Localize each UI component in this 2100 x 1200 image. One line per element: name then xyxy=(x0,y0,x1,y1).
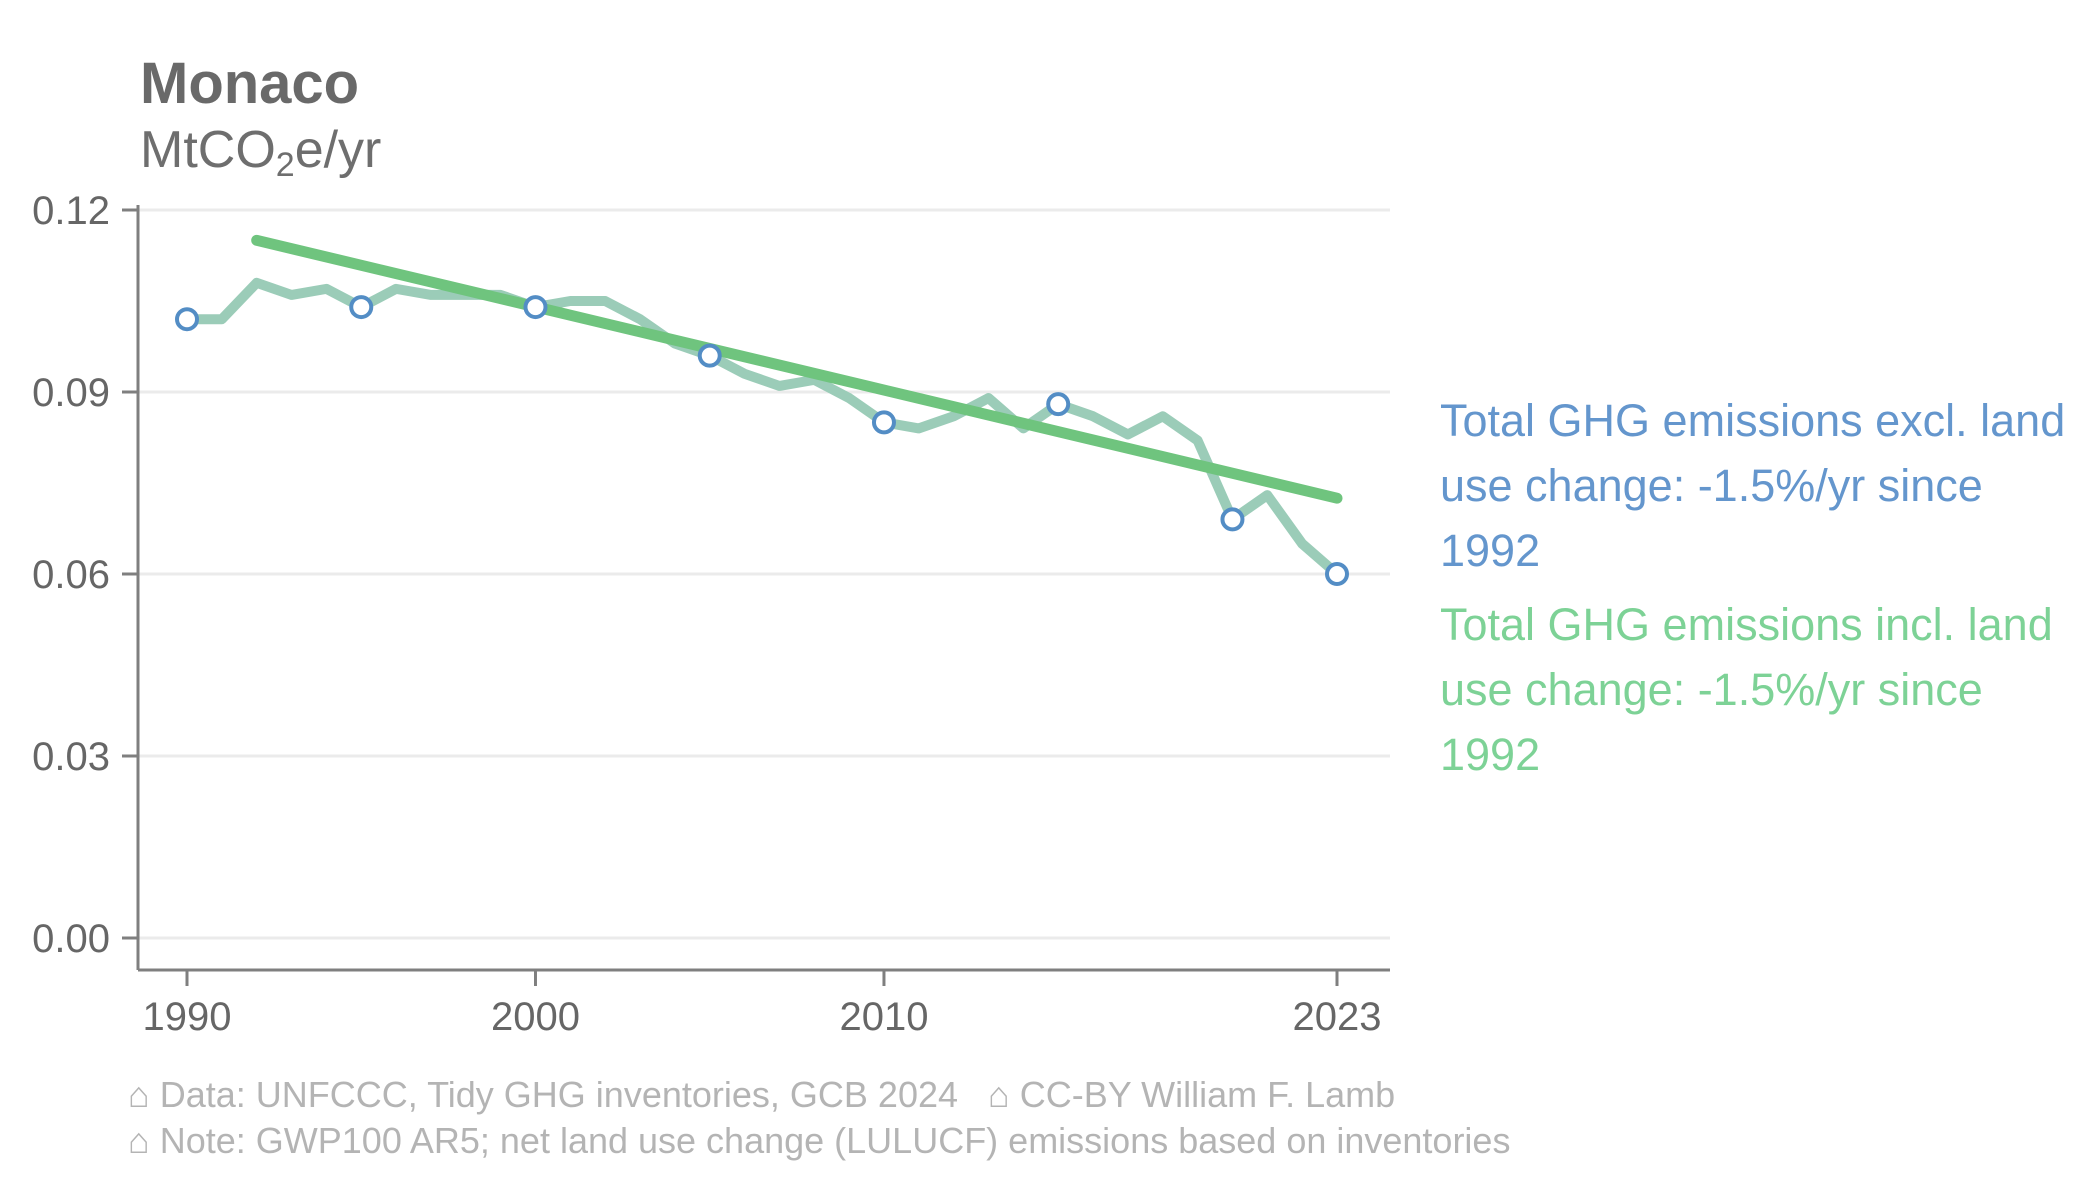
footer-source-line: ⌂ Data: UNFCCC, Tidy GHG inventories, GCB… xyxy=(128,1072,1510,1118)
series-line-incl-land-use xyxy=(182,277,1343,579)
data-point-marker xyxy=(175,307,199,332)
x-tick-label: 2000 xyxy=(491,995,580,1039)
data-point-marker xyxy=(349,295,374,320)
unit-prefix: MtCO xyxy=(140,121,276,179)
data-point-marker xyxy=(697,343,722,368)
x-tick-label: 1990 xyxy=(143,995,232,1039)
data-source-text: Data: UNFCCC, Tidy GHG inventories, GCB … xyxy=(159,1074,959,1115)
unit-suffix: e/yr xyxy=(294,121,382,179)
series-line-excl-land-use xyxy=(185,279,1339,574)
data-point-marker xyxy=(871,410,896,435)
unit-label: MtCO2e/yr xyxy=(140,120,381,185)
y-tick-label: 0.12 xyxy=(32,189,110,233)
page-title: Monaco xyxy=(140,51,360,116)
house-icon: ⌂ xyxy=(128,1120,150,1161)
data-point-marker xyxy=(1046,392,1071,417)
y-tick-label: 0.09 xyxy=(32,371,110,415)
legend-excl-land-use: Total GHG emissions excl. land use chang… xyxy=(1440,395,2066,576)
house-icon: ⌂ xyxy=(128,1074,150,1115)
x-tick-label: 2010 xyxy=(839,995,928,1039)
legend-incl-land-use: Total GHG emissions incl. land use chang… xyxy=(1440,599,2053,780)
license-text: CC-BY William F. Lamb xyxy=(1019,1074,1396,1115)
y-tick-label: 0.03 xyxy=(32,735,110,779)
house-icon: ⌂ xyxy=(988,1074,1010,1115)
unit-subscript: 2 xyxy=(275,146,295,184)
y-tick-label: 0.00 xyxy=(32,917,110,961)
note-text: Note: GWP100 AR5; net land use change (L… xyxy=(159,1120,1511,1161)
footer-credits: ⌂ Data: UNFCCC, Tidy GHG inventories, GCB… xyxy=(128,1072,1510,1164)
trend-line-incl xyxy=(251,234,1343,504)
footer-note-line: ⌂ Note: GWP100 AR5; net land use change (… xyxy=(128,1118,1510,1164)
data-point-marker xyxy=(1220,507,1245,532)
y-tick-label: 0.06 xyxy=(32,553,110,597)
x-tick-label: 2023 xyxy=(1293,995,1382,1039)
data-point-marker xyxy=(1325,562,1350,586)
data-point-marker xyxy=(523,295,548,320)
